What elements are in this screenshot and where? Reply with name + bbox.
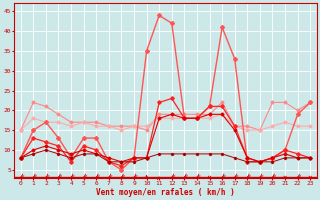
X-axis label: Vent moyen/en rafales ( km/h ): Vent moyen/en rafales ( km/h ) [96, 188, 235, 197]
